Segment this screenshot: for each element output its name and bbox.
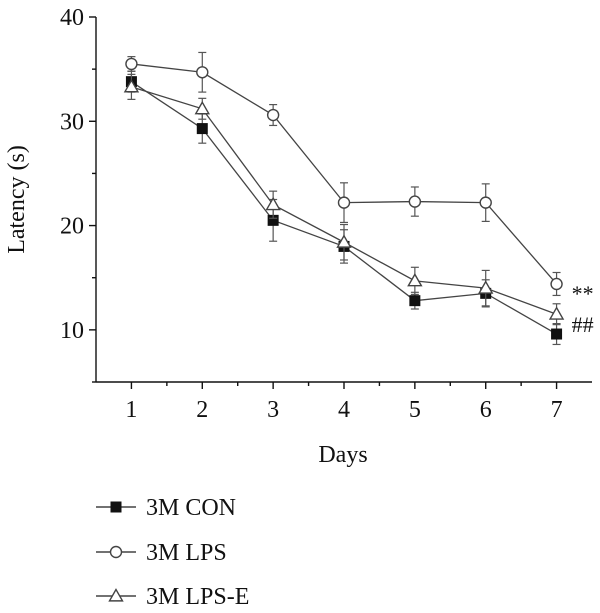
data-point [336, 234, 352, 248]
x-tick-label: 5 [409, 397, 421, 423]
data-point [125, 57, 138, 71]
y-tick-label: 30 [60, 109, 84, 135]
legend-item: 3M LPS-E [96, 584, 249, 610]
y-ticks: 10 20 30 40 [60, 5, 96, 383]
legend-label: 3M LPS-E [146, 584, 249, 610]
legend-marker [110, 501, 122, 513]
data-point [408, 195, 422, 208]
y-tick-label: 40 [60, 5, 84, 31]
series-3m-lps [125, 51, 563, 297]
plot-area [123, 51, 565, 346]
x-tick-label: 2 [196, 397, 208, 423]
data-point [478, 280, 494, 294]
legend-label: 3M LPS [146, 540, 227, 566]
series-3m-lps-e [123, 73, 565, 326]
x-tick-label: 3 [267, 397, 279, 423]
significance-annotation-lps: ** [572, 281, 594, 306]
y-tick-label: 20 [60, 214, 84, 240]
data-point [479, 196, 492, 209]
x-ticks: 1 2 3 4 5 6 7 [125, 382, 563, 423]
x-tick-label: 6 [480, 397, 492, 423]
legend-item: 3M CON [96, 495, 236, 521]
data-point [194, 100, 210, 115]
data-point [196, 123, 208, 135]
legend-marker [109, 545, 123, 559]
data-point [196, 66, 209, 79]
significance-annotation-lps-e: ## [572, 312, 594, 337]
data-point [266, 108, 280, 122]
data-point [265, 196, 281, 211]
data-point [123, 78, 140, 93]
x-tick-label: 7 [551, 397, 563, 423]
data-point [409, 295, 421, 307]
x-axis-label: Days [318, 442, 367, 468]
legend-marker [108, 588, 124, 602]
x-tick-label: 4 [338, 397, 350, 423]
y-axis-label: Latency (s) [4, 145, 30, 254]
legend-item: 3M LPS [96, 540, 227, 566]
data-point [551, 328, 563, 340]
legend: 3M CON 3M LPS 3M LPS-E [96, 495, 249, 610]
legend-label: 3M CON [146, 495, 236, 521]
data-point [550, 277, 563, 291]
y-tick-label: 10 [60, 318, 84, 344]
data-point [407, 272, 423, 287]
data-point [548, 306, 565, 320]
data-point [337, 196, 351, 209]
x-tick-label: 1 [125, 397, 137, 423]
